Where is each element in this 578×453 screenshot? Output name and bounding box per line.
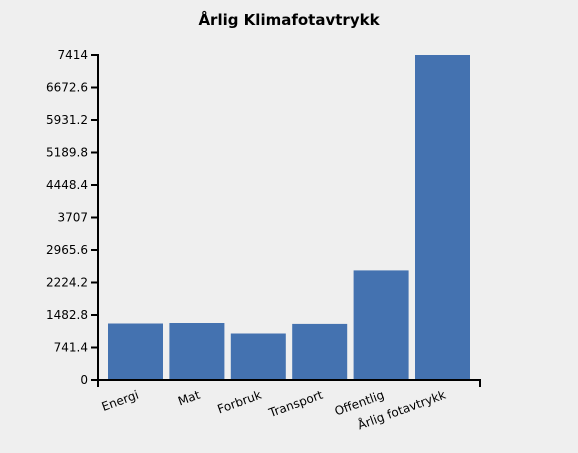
y-tick-label: 0 <box>80 373 88 387</box>
y-tick-label: 7414 <box>57 48 88 62</box>
x-axis: Energi Mat Forbruk Transport OffentligÅrlig … <box>97 379 481 432</box>
bar-4 <box>353 270 409 380</box>
x-tick-label: Energi <box>100 388 141 414</box>
y-tick-label: 2224.2 <box>46 276 88 290</box>
y-tick-label: 5189.8 <box>46 146 88 160</box>
y-tick-label: 6672.6 <box>46 81 88 95</box>
chart-title: Årlig Klimafotavtrykk <box>198 10 380 29</box>
bar-2 <box>230 333 286 380</box>
x-axis-line <box>97 379 481 387</box>
x-tick-label: Transport <box>266 388 325 421</box>
y-axis: 0 741.4 1482.8 2224.2 2965.6 3707 4448.4 5189.8… <box>46 48 99 387</box>
x-tick-label: Forbruk <box>215 388 263 417</box>
y-tick-label: 2965.6 <box>46 243 88 257</box>
bar-0 <box>108 323 163 380</box>
y-tick-label: 741.4 <box>54 341 88 355</box>
y-tick-label: 3707 <box>57 211 88 225</box>
bars-group <box>108 55 470 380</box>
y-tick-label: 1482.8 <box>46 308 88 322</box>
y-tick-label: 5931.2 <box>46 113 88 127</box>
x-tick-label: Mat <box>176 388 202 409</box>
bar-5 <box>415 55 470 380</box>
bar-1 <box>169 323 225 380</box>
y-tick-label: 4448.4 <box>46 178 88 192</box>
bar-3 <box>292 323 348 380</box>
